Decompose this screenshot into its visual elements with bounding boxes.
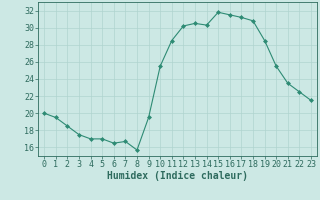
X-axis label: Humidex (Indice chaleur): Humidex (Indice chaleur) bbox=[107, 171, 248, 181]
